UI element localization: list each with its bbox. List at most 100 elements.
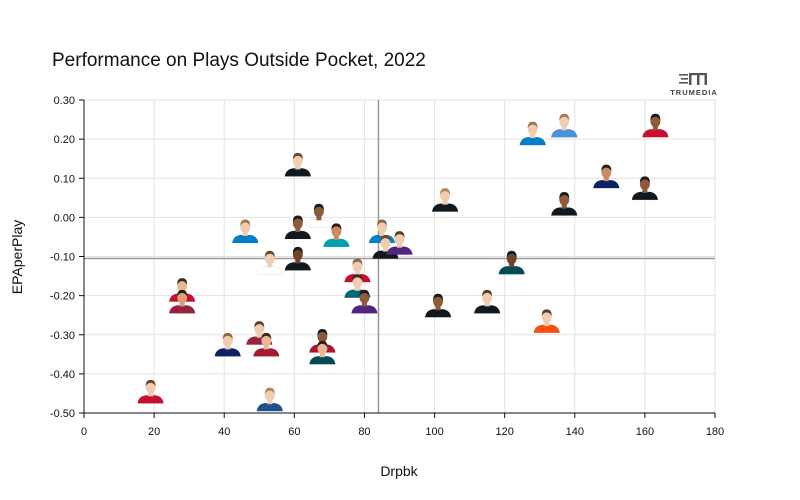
player-hair	[264, 250, 275, 258]
player-hair	[506, 250, 517, 258]
player-hair	[145, 379, 156, 387]
player-hair	[650, 113, 661, 121]
player-head	[639, 177, 650, 191]
player-head	[313, 205, 324, 218]
player-point[interactable]	[498, 250, 525, 275]
player-jersey	[253, 348, 280, 357]
player-point[interactable]	[284, 215, 312, 240]
player-neck	[354, 271, 360, 276]
player-hair	[264, 387, 275, 395]
player-point[interactable]	[386, 231, 413, 255]
player-point[interactable]	[284, 246, 312, 271]
player-hair	[559, 113, 570, 121]
player-hair	[394, 231, 405, 238]
player-head	[222, 334, 233, 347]
player-jersey	[323, 238, 350, 248]
player-hair	[352, 258, 363, 266]
player-hair	[292, 152, 303, 160]
x-tick-label: 20	[148, 426, 160, 438]
player-head	[352, 259, 363, 273]
player-head	[601, 165, 612, 179]
player-point[interactable]	[256, 387, 284, 412]
player-point[interactable]	[533, 309, 561, 334]
player-neck	[295, 165, 301, 170]
player-point[interactable]	[137, 379, 164, 404]
player-point[interactable]	[431, 188, 459, 212]
player-point[interactable]	[309, 328, 336, 353]
player-jersey	[424, 309, 452, 318]
player-hair	[376, 219, 387, 226]
player-point[interactable]	[168, 289, 196, 314]
player-neck	[382, 247, 388, 252]
player-hair	[331, 223, 342, 230]
player-neck	[561, 126, 567, 131]
player-head	[317, 342, 328, 355]
player-hair	[433, 293, 444, 301]
player-point[interactable]	[323, 223, 350, 248]
player-head	[650, 115, 661, 128]
player-point[interactable]	[642, 113, 669, 138]
player-head	[317, 330, 328, 343]
player-jersey	[231, 234, 259, 244]
player-jersey	[284, 168, 312, 177]
player-point[interactable]	[550, 113, 578, 138]
player-head	[394, 232, 405, 245]
player-point[interactable]	[519, 121, 546, 146]
player-neck	[603, 177, 609, 182]
player-head	[380, 236, 391, 249]
player-jersey	[642, 129, 669, 138]
player-point[interactable]	[550, 192, 578, 216]
player-head	[440, 189, 451, 202]
player-point[interactable]	[372, 235, 399, 259]
player-head	[433, 295, 444, 308]
x-tick-label: 100	[425, 426, 443, 438]
player-point[interactable]	[593, 164, 620, 189]
player-point[interactable]	[284, 152, 312, 177]
player-point[interactable]	[214, 332, 242, 357]
player-neck	[225, 345, 231, 350]
player-neck	[295, 228, 301, 233]
player-point[interactable]	[309, 340, 336, 365]
player-head	[559, 193, 570, 206]
player-point[interactable]	[351, 289, 378, 314]
player-point[interactable]	[305, 203, 333, 228]
player-head	[177, 291, 188, 304]
player-point[interactable]	[631, 176, 659, 201]
y-tick-label: 0.30	[54, 95, 75, 107]
player-hair	[352, 274, 363, 281]
player-jersey	[284, 230, 312, 240]
trumedia-logo-text: TRUMEDIA	[670, 88, 718, 97]
player-head	[240, 220, 251, 234]
trumedia-logo: TRUMEDIA	[664, 72, 724, 98]
player-hair	[317, 340, 328, 348]
x-tick-label: 180	[706, 426, 724, 438]
player-neck	[267, 400, 273, 405]
player-head	[145, 381, 156, 394]
player-jersey	[431, 203, 459, 212]
player-jersey	[631, 191, 659, 201]
player-hair	[261, 332, 272, 340]
player-point[interactable]	[256, 250, 284, 275]
player-neck	[379, 231, 385, 236]
chart-title: Performance on Plays Outside Pocket, 202…	[52, 50, 426, 71]
y-tick-label: 0.20	[54, 134, 75, 146]
player-jersey	[498, 265, 525, 275]
player-hair	[177, 289, 188, 297]
player-point[interactable]	[424, 293, 452, 318]
player-point[interactable]	[473, 289, 501, 314]
player-jersey	[256, 402, 284, 412]
player-hair	[359, 289, 370, 297]
player-neck	[561, 204, 567, 209]
player-jersey	[309, 355, 336, 365]
player-hair	[317, 328, 328, 336]
player-jersey	[305, 219, 333, 228]
y-ticks: 0.30 0.20 0.10 0.00 -0.10 -0.20 -0.30 -0.40 -0.5…	[50, 95, 84, 420]
x-tick-label: 160	[636, 426, 654, 438]
player-point[interactable]	[253, 332, 280, 357]
player-head	[506, 252, 517, 265]
player-neck	[333, 235, 339, 240]
player-point[interactable]	[231, 219, 259, 244]
x-tick-label: 60	[288, 426, 300, 438]
player-neck	[267, 263, 273, 268]
player-head	[254, 322, 265, 335]
